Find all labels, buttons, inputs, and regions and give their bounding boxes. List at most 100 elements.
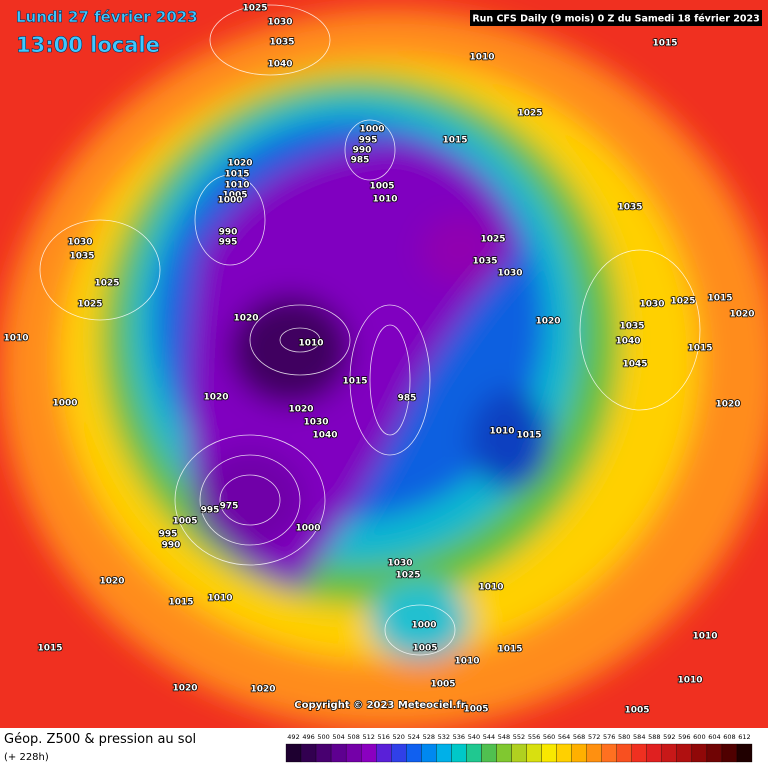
pressure-label: 1015: [687, 344, 712, 354]
scale-swatch: [451, 743, 467, 763]
scale-label: 564: [558, 733, 570, 741]
date: Lundi 27 février 2023: [16, 8, 198, 26]
scale-label: 612: [738, 733, 750, 741]
footer: Géop. Z500 & pression au sol (+ 228h) 49…: [0, 728, 768, 768]
scale-swatch: [571, 743, 587, 763]
pressure-label: 995: [159, 530, 178, 540]
scale-swatch: [361, 743, 377, 763]
scale-swatch: [616, 743, 632, 763]
pressure-label: 1025: [670, 297, 695, 307]
geopotential-field: [0, 10, 768, 728]
pressure-label: 1030: [639, 300, 664, 310]
scale-swatch: [466, 743, 482, 763]
scale-label: 552: [513, 733, 525, 741]
scale-label: 504: [332, 733, 344, 741]
pressure-label: 1000: [359, 125, 384, 135]
pressure-label: 1020: [715, 400, 740, 410]
scale-swatch: [721, 743, 738, 763]
scale-swatch: [736, 743, 753, 763]
pressure-label: 1000: [217, 196, 242, 206]
scale-swatch: [481, 743, 497, 763]
pressure-label: 995: [359, 136, 378, 146]
color-scale: 492 496 500 504 508 512 516 520 524 528 532 536 540 5…: [285, 733, 753, 763]
scale-swatch: [706, 743, 723, 763]
pressure-label: 995: [201, 506, 220, 516]
pressure-label: 1020: [535, 317, 560, 327]
scale-label: 608: [723, 733, 735, 741]
pressure-label: 1005: [624, 706, 649, 716]
scale-swatch: [391, 743, 407, 763]
pressure-label: 1025: [480, 235, 505, 245]
pressure-label: 1025: [242, 4, 267, 14]
pressure-label: 1035: [472, 257, 497, 267]
pressure-label: 1020: [99, 577, 124, 587]
isobars: [39, 4, 701, 656]
pressure-label: 1015: [516, 431, 541, 441]
pressure-label: 1005: [430, 680, 455, 690]
scale-label: 536: [453, 733, 465, 741]
scale-label: 520: [393, 733, 405, 741]
scale-label: 588: [648, 733, 660, 741]
scale-label: 600: [693, 733, 705, 741]
pressure-label: 1035: [619, 322, 644, 332]
scale-swatch: [691, 743, 708, 763]
pressure-label: 1010: [3, 334, 28, 344]
scale-swatch: [526, 743, 542, 763]
scale-swatch: [376, 743, 392, 763]
pressure-label: 1020: [203, 393, 228, 403]
pressure-label: 1010: [677, 676, 702, 686]
scale-swatch: [631, 743, 647, 763]
pressure-labels: 1025103010351040101010151025100099599098…: [3, 3, 756, 717]
scale-swatch: [300, 743, 317, 763]
scale-swatch: [586, 743, 602, 763]
pressure-label: 1010: [692, 632, 717, 642]
scale-label: 576: [603, 733, 615, 741]
pressure-label: 990: [219, 228, 238, 238]
scale-label: 560: [543, 733, 555, 741]
pressure-label: 1015: [707, 294, 732, 304]
pressure-label: 1015: [442, 136, 467, 146]
scale-label: 592: [663, 733, 675, 741]
scale-label: 572: [588, 733, 600, 741]
scale-label: 580: [618, 733, 630, 741]
pressure-label: 1020: [227, 159, 252, 169]
pressure-label: 985: [351, 156, 370, 166]
pressure-label: 1020: [250, 685, 275, 695]
pressure-label: 1025: [395, 571, 420, 581]
run-box: [470, 10, 762, 26]
copyright: Copyright © 2023 Meteociel.fr: [294, 700, 465, 711]
pressure-label: 975: [220, 502, 239, 512]
scale-label: 544: [483, 733, 495, 741]
scale-swatch: [556, 743, 572, 763]
pressure-label: 1015: [168, 598, 193, 608]
pressure-label: 1020: [172, 684, 197, 694]
pressure-label: 1010: [372, 195, 397, 205]
pressure-label: 1010: [298, 339, 323, 349]
pressure-label: 1005: [369, 182, 394, 192]
scale-swatch: [436, 743, 452, 763]
scale-swatch: [601, 743, 617, 763]
pressure-label: 1035: [69, 252, 94, 262]
pressure-label: 1030: [303, 418, 328, 428]
pressure-label: 1010: [454, 657, 479, 667]
scale-swatch: [541, 743, 557, 763]
pressure-label: 1000: [295, 524, 320, 534]
pressure-label: 1020: [729, 310, 754, 320]
lead-time: (+ 228h): [4, 752, 49, 763]
run-info: Run CFS Daily (9 mois) 0 Z du Samedi 18 …: [472, 14, 759, 25]
pressure-label: 1010: [224, 181, 249, 191]
scale-label: 492: [287, 733, 299, 741]
pressure-label: 1005: [222, 191, 247, 201]
pressure-label: 1025: [94, 279, 119, 289]
pressure-label: 1010: [489, 427, 514, 437]
pressure-label: 1010: [478, 583, 503, 593]
pressure-label: 1035: [269, 38, 294, 48]
scale-label: 516: [377, 733, 389, 741]
scale-swatch: [511, 743, 527, 763]
scale-swatch: [330, 743, 347, 763]
pressure-label: 1030: [267, 18, 292, 28]
pressure-label: 1020: [233, 314, 258, 324]
pressure-label: 1040: [312, 431, 337, 441]
pressure-label: 1005: [463, 705, 488, 715]
pressure-label: 1010: [207, 594, 232, 604]
